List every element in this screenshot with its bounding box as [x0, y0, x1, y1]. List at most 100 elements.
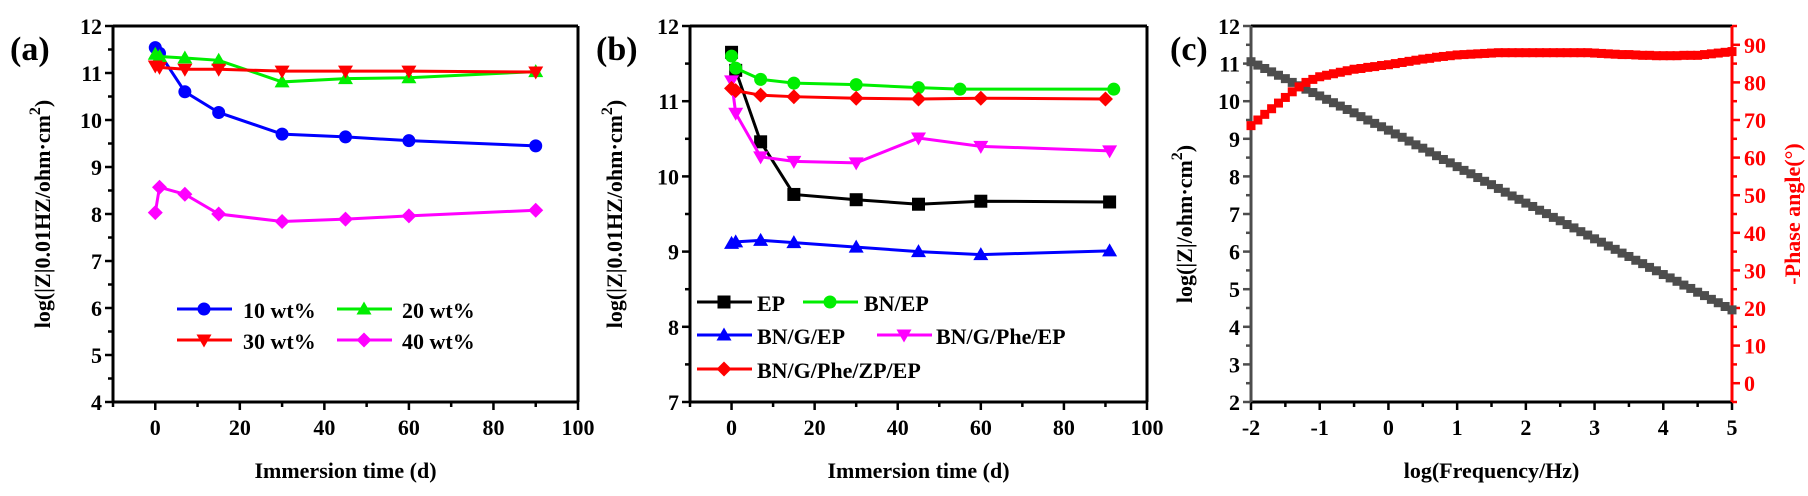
data-point	[1328, 69, 1338, 79]
legend-label: 20 wt%	[402, 298, 475, 323]
y-tick-label: 7	[91, 249, 102, 274]
data-point	[1466, 169, 1476, 179]
data-point	[1328, 98, 1338, 108]
data-point	[1103, 195, 1117, 209]
x-tick-label: 80	[1053, 415, 1075, 440]
y-axis-title-superscript: 2	[1169, 152, 1186, 160]
x-tick-label: 0	[1383, 415, 1394, 440]
series-bn-g-phe-ep	[724, 75, 1118, 171]
data-point	[1521, 48, 1531, 58]
data-point	[1356, 63, 1366, 73]
data-point	[1541, 48, 1551, 58]
data-point	[1500, 187, 1510, 197]
y-tick-label: 8	[1229, 164, 1240, 189]
data-point	[1411, 55, 1421, 65]
series-impedance	[1246, 57, 1737, 315]
data-point	[211, 63, 227, 77]
legend: EP BN/EP BN/G/EP BN/G/Phe/EP BN/G/Phe/ZP/EP	[697, 291, 1066, 383]
data-point	[1466, 49, 1476, 59]
data-point	[1273, 70, 1283, 80]
data-point	[1349, 108, 1359, 118]
data-point	[1569, 48, 1579, 58]
y-tick-label: 8	[668, 315, 679, 340]
data-point	[973, 140, 989, 154]
x-tick-label: 20	[804, 415, 826, 440]
y-tick-label: 6	[1229, 240, 1240, 265]
data-point	[1418, 54, 1428, 64]
data-point	[1308, 74, 1318, 84]
panel-b: 0 20 40 60 80 100 7 8 9 10 11 12 Immersion time (d) l…	[596, 14, 1164, 483]
data-point	[1686, 50, 1696, 60]
data-point	[338, 65, 353, 79]
y-tick-label: 12	[80, 14, 102, 39]
data-point	[754, 135, 768, 149]
data-point	[212, 105, 226, 119]
data-point	[1473, 173, 1483, 183]
y-axis-title-end: )	[1172, 145, 1197, 152]
y-axis-title-main: log(|Z|0.01HZ/ohm·cm	[30, 115, 55, 328]
y-tick-label: 10	[1218, 89, 1240, 114]
y-tick-label: 10	[80, 108, 102, 133]
data-point	[274, 214, 290, 230]
data-point	[1280, 92, 1290, 102]
y-tick-label: 11	[658, 89, 679, 114]
legend-marker	[196, 334, 212, 348]
y-tick-label: 11	[1219, 52, 1240, 77]
legend: 10 wt% 20 wt% 30 wt% 40 wt%	[177, 298, 475, 354]
legend-label: BN/G/EP	[757, 324, 845, 349]
y-tick-label: 9	[91, 155, 102, 180]
data-point	[152, 49, 167, 63]
data-point	[1679, 280, 1689, 290]
y-axis-title-superscript: 2	[27, 107, 44, 115]
data-point	[1102, 145, 1118, 159]
x-tick-label: 60	[398, 415, 420, 440]
data-point	[1363, 115, 1373, 125]
x-tick-label: 4	[1658, 415, 1669, 440]
data-point	[177, 50, 193, 64]
data-point	[1452, 162, 1462, 172]
data-point	[1480, 48, 1490, 58]
x-axis-title: log(Frequency/Hz)	[1404, 458, 1580, 483]
y-tick-label: 9	[1229, 127, 1240, 152]
y2-tick-label: 30	[1744, 258, 1766, 283]
legend-marker	[356, 301, 372, 315]
legend-marker	[356, 332, 372, 348]
data-point	[1590, 234, 1600, 244]
x-tick-label: 0	[726, 415, 737, 440]
data-point	[1651, 51, 1661, 61]
data-point	[1267, 104, 1277, 114]
data-point	[1658, 270, 1668, 280]
data-point	[1383, 60, 1393, 70]
x-tick-label: 20	[229, 415, 251, 440]
data-point	[1507, 48, 1517, 58]
data-point	[1370, 62, 1380, 72]
data-point	[1411, 140, 1421, 150]
data-point	[1720, 47, 1730, 57]
x-tick-label: 1	[1452, 415, 1463, 440]
data-point	[1596, 237, 1606, 247]
data-point	[1638, 259, 1648, 269]
legend-marker	[716, 327, 732, 341]
data-point	[1390, 129, 1400, 139]
data-point	[1569, 223, 1579, 233]
y2-tick-label: 0	[1744, 371, 1755, 396]
data-point	[1425, 53, 1435, 63]
y2-tick-label: 90	[1744, 33, 1766, 58]
data-point	[152, 61, 167, 75]
data-point	[1322, 94, 1332, 104]
data-point	[211, 52, 227, 66]
data-point	[848, 157, 864, 171]
x-tick-label: 0	[150, 415, 161, 440]
data-point	[1097, 91, 1113, 107]
data-point	[147, 205, 163, 221]
y2-tick-label: 60	[1744, 146, 1766, 171]
data-point	[1459, 50, 1469, 60]
data-point	[1267, 67, 1277, 77]
data-point	[911, 244, 926, 258]
data-point	[848, 90, 864, 106]
data-point	[401, 65, 417, 79]
x-tick-label: 100	[562, 415, 595, 440]
data-point	[528, 66, 544, 80]
data-point	[1521, 198, 1531, 208]
data-point	[1404, 136, 1414, 146]
